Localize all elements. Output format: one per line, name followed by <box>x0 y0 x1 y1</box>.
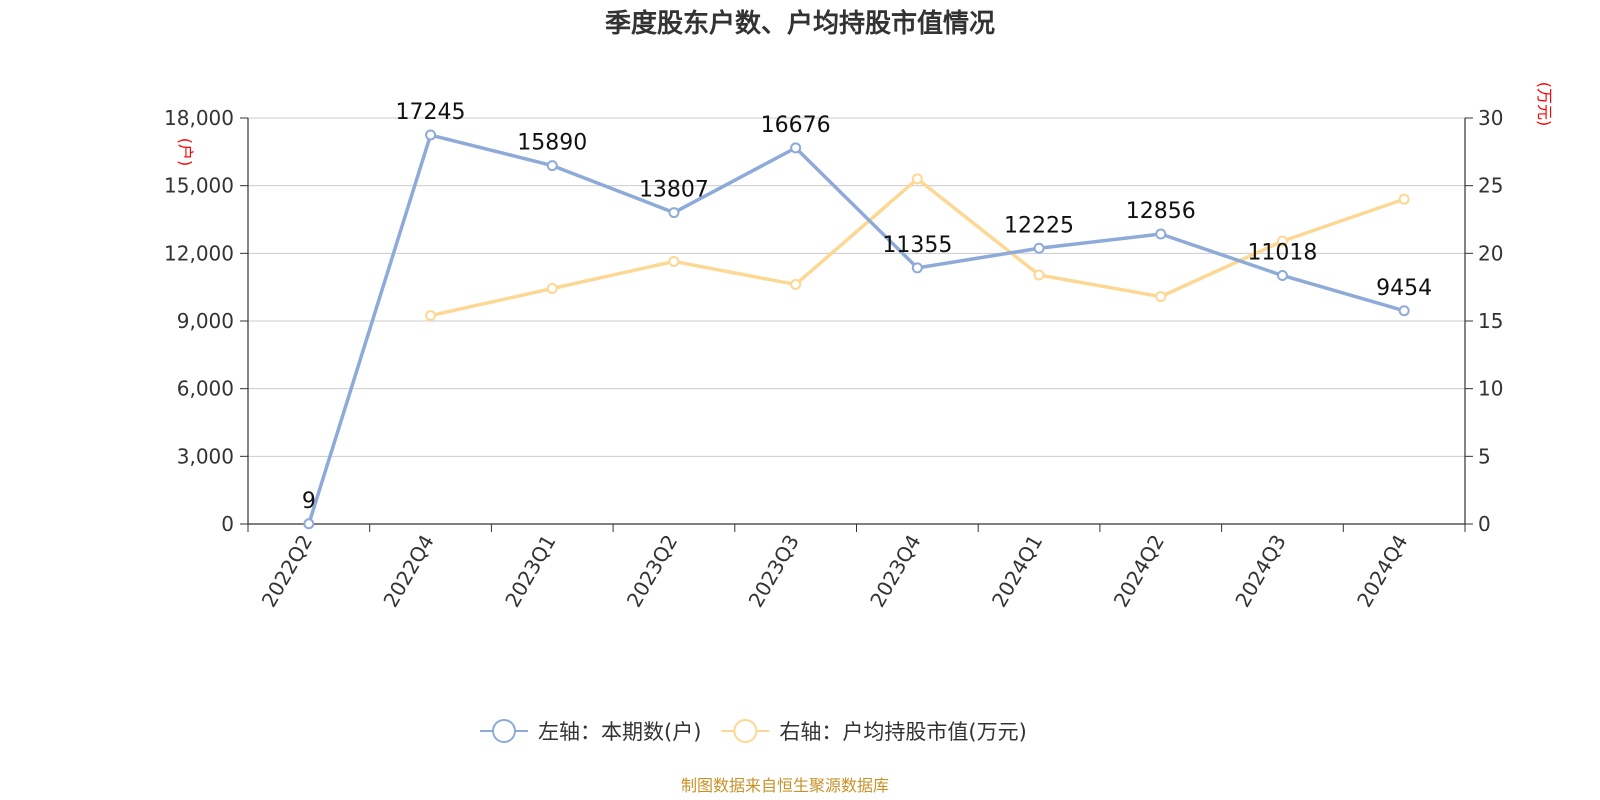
data-label: 9454 <box>1376 276 1432 301</box>
avg-holding-value-point <box>1398 193 1410 205</box>
shareholder-count-point <box>425 129 437 141</box>
shareholder-count-point <box>1276 269 1288 281</box>
shareholder-count-point <box>1155 228 1167 240</box>
right-axis-tick-label: 25 <box>1478 174 1503 198</box>
legend-label: 左轴：本期数(户) <box>538 720 701 744</box>
avg-holding-value-series <box>425 173 1410 322</box>
shareholder-count-series <box>303 129 1410 530</box>
avg-holding-value-point <box>1033 269 1045 281</box>
x-axis-tick-label: 2022Q2 <box>257 531 317 612</box>
left-axis-tick-label: 12,000 <box>164 241 234 265</box>
legend-marker <box>492 719 516 743</box>
legend-item-avg-holding-value[interactable]: 右轴：户均持股市值(万元) <box>721 719 1027 744</box>
left-axis-tick-label: 6,000 <box>177 377 234 401</box>
x-axis-tick-label: 2023Q2 <box>622 531 682 612</box>
right-axis-tick-label: 20 <box>1478 241 1503 265</box>
x-axis-tick-label: 2023Q3 <box>744 531 804 612</box>
x-axis-tick-label: 2022Q4 <box>378 531 438 612</box>
axes: 0 3,000 6,000 9,000 12,000 15,000 18,000 0 5 10 15… <box>164 106 1503 611</box>
right-axis-tick-label: 30 <box>1478 106 1503 130</box>
data-label: 12225 <box>1004 213 1074 238</box>
left-axis-tick-label: 0 <box>221 512 234 536</box>
data-label: 9 <box>302 489 316 514</box>
avg-holding-value-point <box>911 173 923 185</box>
x-axis-tick-label: 2023Q4 <box>865 531 925 612</box>
shareholder-count-point <box>1033 242 1045 254</box>
x-axis-tick-label: 2024Q2 <box>1109 531 1169 612</box>
data-label: 11355 <box>882 233 952 258</box>
avg-holding-value-point <box>1155 291 1167 303</box>
right-axis-tick-label: 5 <box>1478 444 1491 468</box>
shareholder-count-point <box>911 262 923 274</box>
x-axis-tick-label: 2024Q3 <box>1230 531 1290 612</box>
legend-label: 右轴：户均持股市值(万元) <box>779 720 1026 744</box>
series <box>303 129 1410 530</box>
avg-holding-value-point <box>425 310 437 322</box>
left-axis-tick-label: 9,000 <box>177 309 234 333</box>
x-axis-tick-label: 2023Q1 <box>500 531 560 612</box>
data-label: 17245 <box>396 100 466 125</box>
left-axis-tick-label: 15,000 <box>164 174 234 198</box>
data-label: 13807 <box>639 178 709 203</box>
legend[interactable]: 左轴：本期数(户) 右轴：户均持股市值(万元) <box>480 719 1027 744</box>
data-label: 11018 <box>1247 240 1317 265</box>
avg-holding-value-point <box>1276 235 1288 247</box>
data-label: 15890 <box>517 131 587 156</box>
chart-title: 季度股东户数、户均持股市值情况 <box>605 8 995 39</box>
right-axis-tick-label: 10 <box>1478 377 1503 401</box>
shareholder-count-point <box>668 207 680 219</box>
data-label: 16676 <box>761 113 831 138</box>
right-axis-tick-label: 15 <box>1478 309 1503 333</box>
legend-marker <box>733 719 758 743</box>
grid-lines <box>248 117 1465 457</box>
x-axis-tick-label: 2024Q1 <box>987 531 1047 612</box>
shareholder-count-point <box>790 142 802 154</box>
right-axis-tick-label: 0 <box>1478 512 1491 536</box>
data-labels: 9 17245 15890 13807 16676 11355 12225 12856 1101… <box>302 100 1432 514</box>
data-label: 12856 <box>1126 199 1196 224</box>
shareholder-count-point <box>303 518 315 530</box>
avg-holding-value-point <box>790 278 802 290</box>
left-axis-tick-label: 18,000 <box>164 106 234 130</box>
source-note: 制图数据来自恒生聚源数据库 <box>681 776 889 795</box>
left-axis-unit: (户) <box>176 138 195 167</box>
left-axis-tick-label: 3,000 <box>177 444 234 468</box>
avg-holding-value-point <box>668 255 680 267</box>
legend-item-shareholder-count[interactable]: 左轴：本期数(户) <box>480 719 701 744</box>
x-axis-tick-label: 2024Q4 <box>1352 531 1412 612</box>
shareholder-count-line <box>307 133 1406 526</box>
avg-holding-value-point <box>546 283 558 295</box>
right-axis-unit: (万元) <box>1535 82 1554 127</box>
shareholder-count-point <box>1398 305 1410 317</box>
shareholder-count-point <box>546 160 558 172</box>
